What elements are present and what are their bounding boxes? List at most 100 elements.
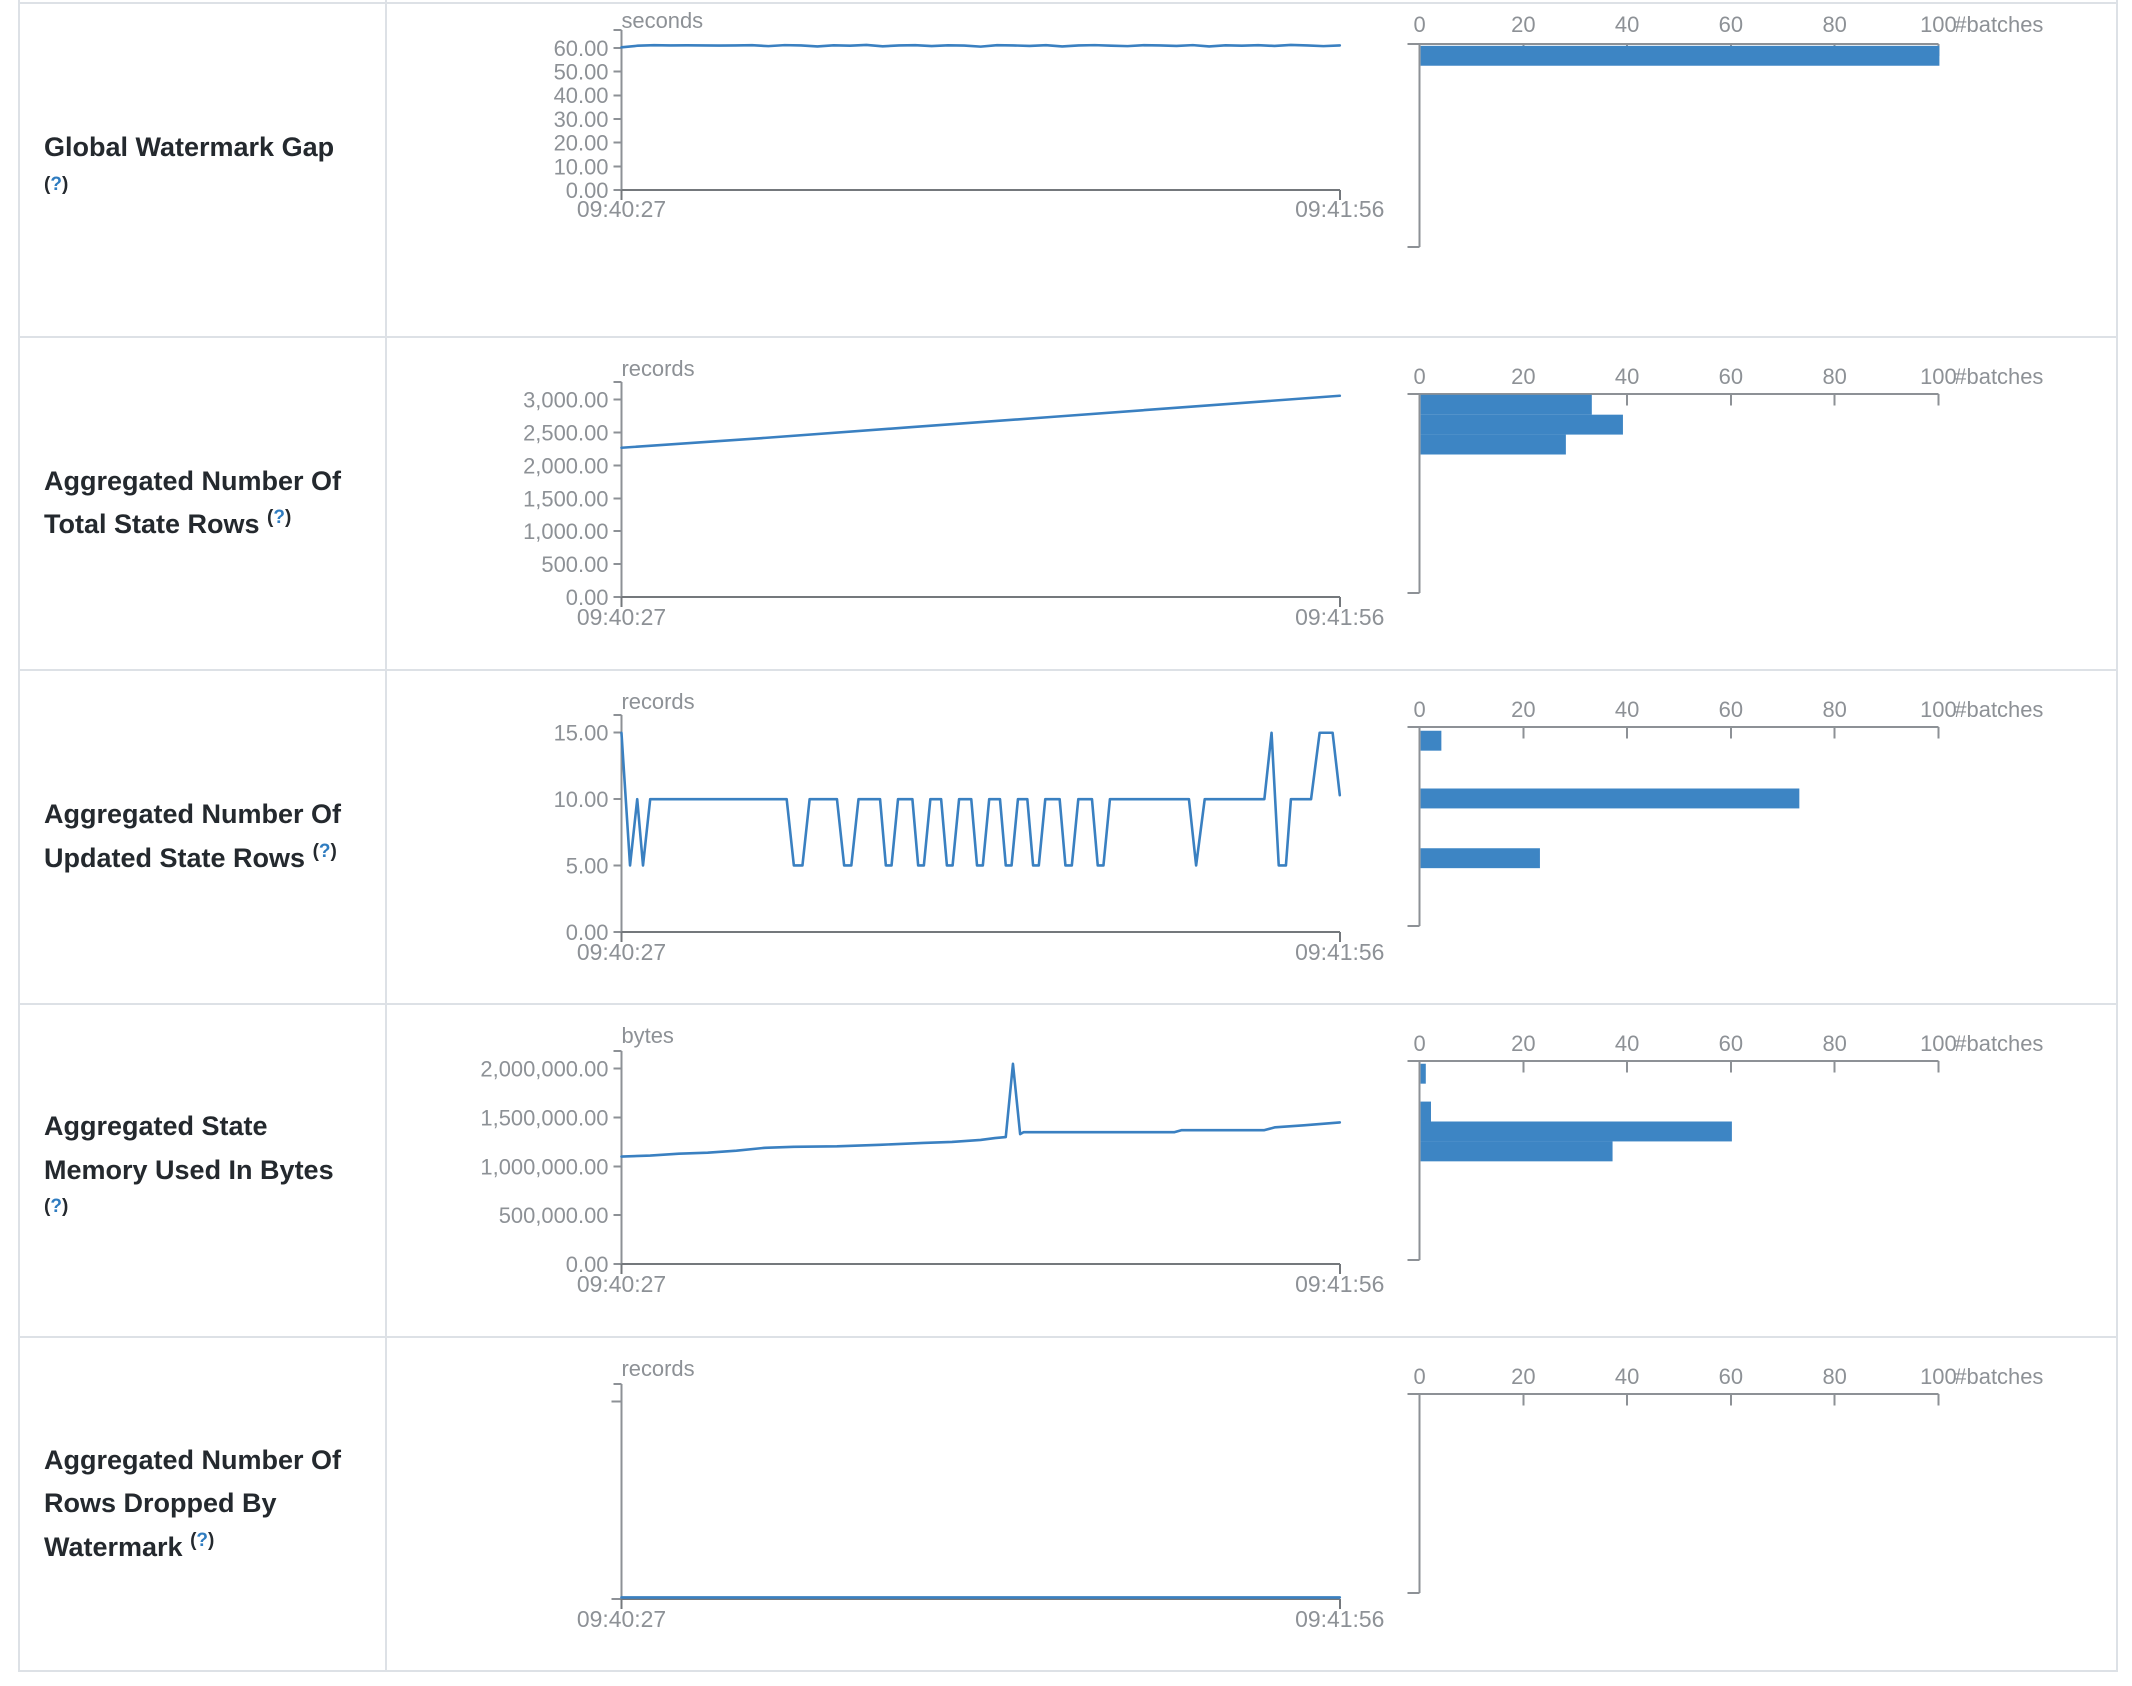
svg-text:2,500.00: 2,500.00: [523, 420, 608, 445]
metric-label: Global Watermark Gap (?): [44, 126, 349, 213]
chart-cell: records 15.00 10.00 5.00 0.00 09:40:27 09:41:5…: [387, 671, 2116, 1003]
help-paren-close: ): [61, 173, 69, 195]
metric-label-text: Aggregated Number Of Updated State Rows: [44, 799, 342, 873]
table-row-updated-state-rows: Aggregated Number Of Updated State Rows …: [20, 669, 2116, 1003]
help-paren-open: (: [312, 840, 319, 862]
svg-text:60: 60: [1719, 12, 1743, 37]
metric-label-text: Global Watermark Gap: [44, 132, 335, 163]
svg-text:100: 100: [1920, 12, 1957, 37]
svg-text:1,000.00: 1,000.00: [523, 519, 608, 544]
svg-text:records: records: [621, 689, 694, 714]
svg-text:records: records: [621, 1356, 694, 1381]
help-sup: (?): [44, 174, 68, 195]
svg-text:60: 60: [1719, 1031, 1743, 1056]
help-link[interactable]: ?: [196, 1530, 209, 1552]
help-link[interactable]: ?: [273, 507, 285, 529]
metric-label-cell: Aggregated Number Of Updated State Rows …: [20, 671, 387, 1003]
svg-text:80: 80: [1822, 1031, 1846, 1056]
help-paren-close: ): [330, 840, 337, 862]
svg-text:500.00: 500.00: [541, 552, 608, 577]
svg-text:bytes: bytes: [621, 1023, 673, 1048]
help-paren-open: (: [44, 173, 51, 195]
svg-text:1,500.00: 1,500.00: [523, 486, 608, 511]
svg-text:500,000.00: 500,000.00: [499, 1203, 609, 1228]
table-row-state-memory-used: Aggregated State Memory Used In Bytes (?…: [20, 1002, 2116, 1337]
svg-text:20: 20: [1511, 363, 1535, 388]
svg-text:#batches: #batches: [1954, 1031, 2043, 1056]
metric-label-text: Aggregated Number Of Rows Dropped By Wat…: [44, 1444, 342, 1563]
svg-text:60: 60: [1719, 1364, 1743, 1389]
help-paren-open: (: [44, 1196, 51, 1218]
svg-text:09:40:27: 09:40:27: [577, 939, 666, 965]
help-link[interactable]: ?: [318, 840, 331, 862]
svg-text:80: 80: [1822, 12, 1846, 37]
metric-label-text: Aggregated State Memory Used In Bytes: [44, 1110, 334, 1185]
help-paren-close: ): [61, 1196, 69, 1218]
svg-text:60: 60: [1719, 697, 1743, 722]
total-state-rows-timeline-histogram-chart: records 3,000.00 2,500.00 2,000.00 1,500.00 1…: [523, 355, 2043, 629]
metric-label-text: Aggregated Number Of Total State Rows: [44, 465, 342, 540]
metric-label-cell: Aggregated State Memory Used In Bytes (?…: [20, 1004, 387, 1337]
svg-text:40: 40: [1615, 363, 1639, 388]
svg-text:#batches: #batches: [1954, 363, 2043, 388]
help-link[interactable]: ?: [50, 173, 62, 195]
chart-cell: records 3,000.00 2,500.00 2,000.00 1,500.00 1…: [387, 338, 2116, 670]
svg-text:15.00: 15.00: [554, 721, 609, 746]
metric-label-cell: Aggregated Number Of Total State Rows (?…: [20, 337, 387, 670]
help-sup: (?): [44, 1196, 68, 1217]
svg-text:10.00: 10.00: [554, 787, 609, 812]
svg-text:20.00: 20.00: [554, 131, 609, 156]
metric-label: Aggregated Number Of Total State Rows (?…: [44, 460, 349, 547]
help-paren-close: ): [208, 1530, 215, 1552]
svg-text:100: 100: [1920, 1031, 1957, 1056]
svg-text:records: records: [621, 355, 694, 380]
svg-text:09:40:27: 09:40:27: [577, 603, 666, 629]
svg-text:40: 40: [1615, 697, 1639, 722]
svg-text:40: 40: [1615, 12, 1639, 37]
svg-text:0.00: 0.00: [566, 178, 609, 203]
svg-text:100: 100: [1920, 697, 1957, 722]
svg-text:0.00: 0.00: [566, 920, 609, 945]
svg-text:80: 80: [1822, 363, 1846, 388]
svg-text:20: 20: [1511, 12, 1535, 37]
statistics-table: Global Watermark Gap (?) seconds 60.00 50.…: [18, 0, 2118, 1672]
cropped-row-above: [20, 0, 2116, 2]
svg-text:09:41:56: 09:41:56: [1295, 1271, 1384, 1297]
table-row-total-state-rows: Aggregated Number Of Total State Rows (?…: [20, 335, 2116, 670]
svg-text:0: 0: [1414, 12, 1426, 37]
rows-dropped-timeline-histogram-chart: records 09:40:27 09:41:56 0 20 40 60 80 100#batc…: [577, 1356, 2044, 1632]
svg-text:5.00: 5.00: [566, 854, 609, 879]
svg-text:60: 60: [1719, 363, 1743, 388]
svg-text:09:40:27: 09:40:27: [577, 1606, 666, 1632]
svg-text:100: 100: [1920, 363, 1957, 388]
svg-text:0: 0: [1414, 363, 1426, 388]
chart-cell: records 09:40:27 09:41:56 0 20 40 60 80 100 #batc…: [387, 1338, 2116, 1670]
cropped-label-cell: [20, 0, 387, 2]
svg-text:0.00: 0.00: [566, 584, 609, 609]
help-link[interactable]: ?: [50, 1196, 62, 1218]
svg-text:20: 20: [1511, 697, 1535, 722]
svg-text:0: 0: [1414, 697, 1426, 722]
svg-text:40: 40: [1615, 1031, 1639, 1056]
svg-text:60.00: 60.00: [554, 36, 609, 61]
metric-label-cell: Aggregated Number Of Rows Dropped By Wat…: [20, 1338, 387, 1670]
metric-label: Aggregated Number Of Updated State Rows …: [44, 793, 349, 880]
svg-text:seconds: seconds: [621, 8, 703, 33]
svg-text:0.00: 0.00: [566, 1252, 609, 1277]
svg-text:80: 80: [1822, 1364, 1846, 1389]
table-row-global-watermark-gap: Global Watermark Gap (?) seconds 60.00 50.…: [20, 2, 2116, 336]
svg-text:80: 80: [1822, 697, 1846, 722]
svg-text:20: 20: [1511, 1364, 1535, 1389]
svg-text:40: 40: [1615, 1364, 1639, 1389]
svg-text:10.00: 10.00: [554, 154, 609, 179]
help-sup: (?): [267, 507, 291, 528]
help-paren-open: (: [190, 1530, 197, 1552]
svg-text:#batches: #batches: [1954, 1364, 2043, 1389]
svg-text:2,000,000.00: 2,000,000.00: [480, 1056, 608, 1081]
svg-text:#batches: #batches: [1954, 12, 2043, 37]
svg-text:30.00: 30.00: [554, 107, 609, 132]
svg-text:09:40:27: 09:40:27: [577, 1271, 666, 1297]
svg-text:3,000.00: 3,000.00: [523, 387, 608, 412]
help-sup: (?): [190, 1530, 214, 1551]
